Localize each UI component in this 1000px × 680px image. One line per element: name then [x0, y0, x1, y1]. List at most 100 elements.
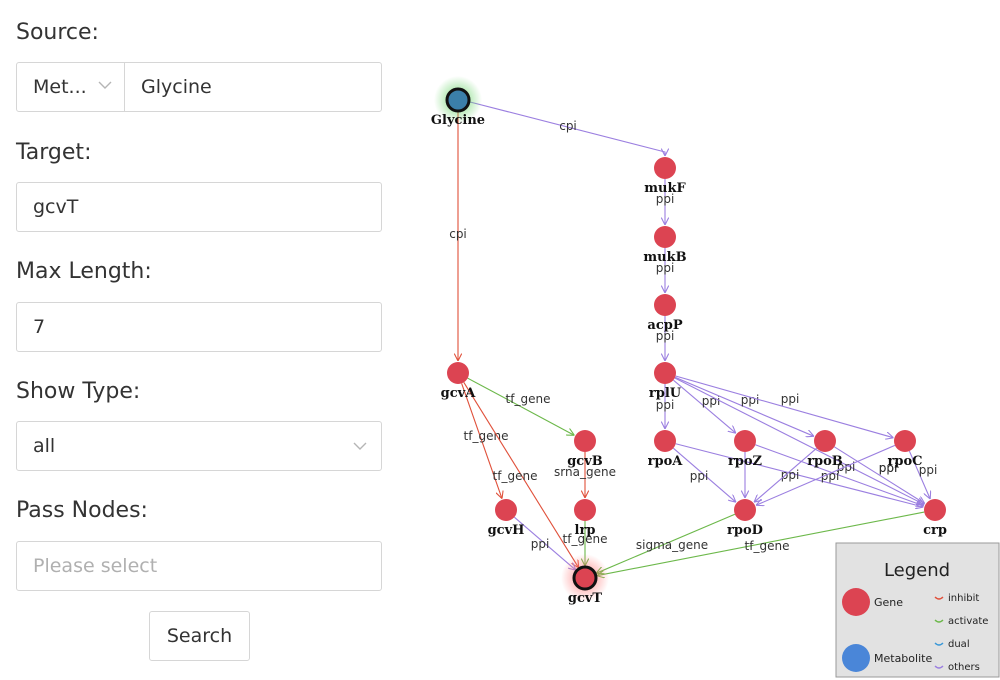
legend-others-icon: [934, 665, 944, 669]
node-rpoB[interactable]: rpoB: [807, 430, 843, 469]
edge-label-rpoZ-rpoD: ppi: [781, 468, 800, 482]
edge-rpoB-crp: [834, 446, 925, 504]
chevron-down-icon: [98, 81, 112, 89]
node-rpoD[interactable]: rpoD: [727, 499, 763, 538]
edge-rpoC-rpoD: [756, 444, 896, 505]
edge-gcvA-gcvH: [461, 383, 502, 498]
node-label-crp: crp: [923, 523, 947, 538]
edge-label-rpoC-rpoD: ppi: [879, 461, 898, 475]
edge-rplU-rpoZ: [673, 379, 735, 433]
edge-label-rplU-rpoC: ppi: [781, 392, 800, 406]
legend-inhibit-label: inhibit: [948, 593, 979, 604]
edge-label-mukB-acpP: ppi: [656, 261, 675, 275]
edge-label-Glycine-gcvA: cpi: [449, 227, 467, 241]
edge-rplU-rpoB: [674, 376, 814, 436]
node-label-rplU: rplU: [649, 386, 682, 401]
node-Glycine[interactable]: Glycine: [431, 76, 485, 128]
legend-title: Legend: [884, 560, 950, 581]
edge-label-acpP-rplU: ppi: [656, 329, 675, 343]
node-label-rpoZ: rpoZ: [728, 454, 763, 469]
edge-label-gcvB-lrp: srna_gene: [554, 465, 616, 479]
edge-label-rpoB-crp: ppi: [879, 461, 898, 475]
node-label-gcvH: gcvH: [488, 523, 525, 538]
node-label-rpoD: rpoD: [727, 523, 763, 538]
edge-rpoZ-crp: [755, 444, 923, 506]
edge-gcvA-gcvT: [463, 382, 579, 567]
node-label-rpoB: rpoB: [807, 454, 843, 469]
legend-inhibit-icon: [934, 596, 944, 600]
node-label-acpP: acpP: [647, 318, 682, 333]
edge-label-gcvA-gcvT: tf_gene: [493, 469, 538, 483]
source-label: Source:: [16, 20, 99, 45]
node-rpoZ[interactable]: rpoZ: [728, 430, 763, 469]
edge-label-rpoC-crp: ppi: [919, 463, 938, 477]
max-length-input-value: 7: [33, 316, 46, 338]
legend: Legend Gene Metabolite inhibit activate …: [835, 542, 1000, 678]
node-rplU[interactable]: rplU: [649, 362, 682, 401]
legend-gene-label: Gene: [874, 596, 903, 609]
edge-rpoC-crp: [908, 450, 930, 499]
node-acpP[interactable]: acpP: [647, 294, 683, 333]
legend-activate-label: activate: [948, 616, 988, 627]
edge-label-lrp-gcvT: tf_gene: [563, 532, 608, 546]
node-label-rpoA: rpoA: [648, 454, 684, 469]
legend-activate-icon: [934, 619, 944, 623]
edge-label-rplU-rpoB: ppi: [741, 393, 760, 407]
max-length-input[interactable]: 7: [16, 302, 382, 352]
edge-label-crp-gcvT: tf_gene: [745, 539, 790, 553]
node-lrp[interactable]: lrp: [574, 499, 596, 538]
edge-rpoD-gcvT: [596, 513, 736, 573]
edge-label-gcvA-gcvB: tf_gene: [506, 392, 551, 406]
node-label-gcvA: gcvA: [441, 386, 477, 401]
legend-others-label: others: [948, 662, 980, 673]
edge-label-gcvH-gcvT: ppi: [531, 537, 550, 551]
target-input[interactable]: gcvT: [16, 182, 382, 232]
legend-metabolite-label: Metabolite: [874, 652, 932, 665]
node-mukF[interactable]: mukF: [644, 157, 686, 196]
target-input-value: gcvT: [33, 196, 79, 218]
source-input[interactable]: Glycine: [141, 76, 212, 98]
node-gcvT[interactable]: gcvT: [561, 554, 609, 606]
edge-rplU-rpoC: [675, 375, 894, 438]
show-type-label: Show Type:: [16, 379, 141, 404]
edge-Glycine-mukF: [469, 101, 665, 156]
edge-label-rplU-rpoZ: ppi: [702, 394, 721, 408]
pathway-graph: cpi cpi ppi ppi ppi ppi ppi ppi ppi tf_gene tf_gen…: [431, 76, 1000, 678]
chevron-down-icon: [353, 442, 367, 450]
node-label-gcvT: gcvT: [568, 591, 603, 606]
node-label-rpoC: rpoC: [888, 454, 923, 469]
show-type-select[interactable]: all: [16, 421, 382, 471]
node-label-mukB: mukB: [643, 250, 686, 265]
node-label-Glycine: Glycine: [431, 113, 485, 128]
edge-label-rplU-rpoA: ppi: [656, 398, 675, 412]
search-button[interactable]: Search: [149, 611, 250, 661]
source-field: Met... Glycine: [16, 62, 382, 112]
node-label-mukF: mukF: [644, 181, 686, 196]
node-rpoA[interactable]: rpoA: [648, 430, 684, 469]
node-gcvH[interactable]: gcvH: [488, 499, 525, 538]
max-length-label: Max Length:: [16, 259, 152, 284]
edge-label-rpoB-rpoD: ppi: [821, 469, 840, 483]
node-label-gcvB: gcvB: [567, 454, 603, 469]
edge-crp-gcvT: [597, 511, 925, 576]
edge-rpoA-rpoD: [672, 447, 736, 502]
source-type-select[interactable]: Met...: [17, 63, 125, 111]
edge-rplU-crp: [674, 377, 924, 505]
node-mukB[interactable]: mukB: [643, 226, 687, 265]
edge-gcvH-gcvT: [513, 516, 576, 570]
node-crp[interactable]: crp: [923, 499, 947, 538]
node-gcvB[interactable]: gcvB: [567, 430, 603, 469]
pass-nodes-select[interactable]: Please select: [16, 541, 382, 591]
node-rpoC[interactable]: rpoC: [888, 430, 923, 469]
legend-dual-icon: [934, 642, 944, 646]
edge-rpoB-rpoD: [754, 447, 818, 502]
edge-gcvA-gcvB: [467, 377, 575, 435]
edge-label-rpoD-gcvT: sigma_gene: [636, 538, 708, 552]
show-type-value: all: [33, 435, 56, 457]
pass-nodes-label: Pass Nodes:: [16, 498, 148, 523]
edge-rpoA-crp: [675, 443, 924, 507]
edge-label-gcvA-gcvH: tf_gene: [464, 429, 509, 443]
edge-label-rpoA-rpoD: ppi: [690, 469, 709, 483]
legend-dual-label: dual: [948, 639, 970, 650]
node-gcvA[interactable]: gcvA: [441, 362, 477, 401]
